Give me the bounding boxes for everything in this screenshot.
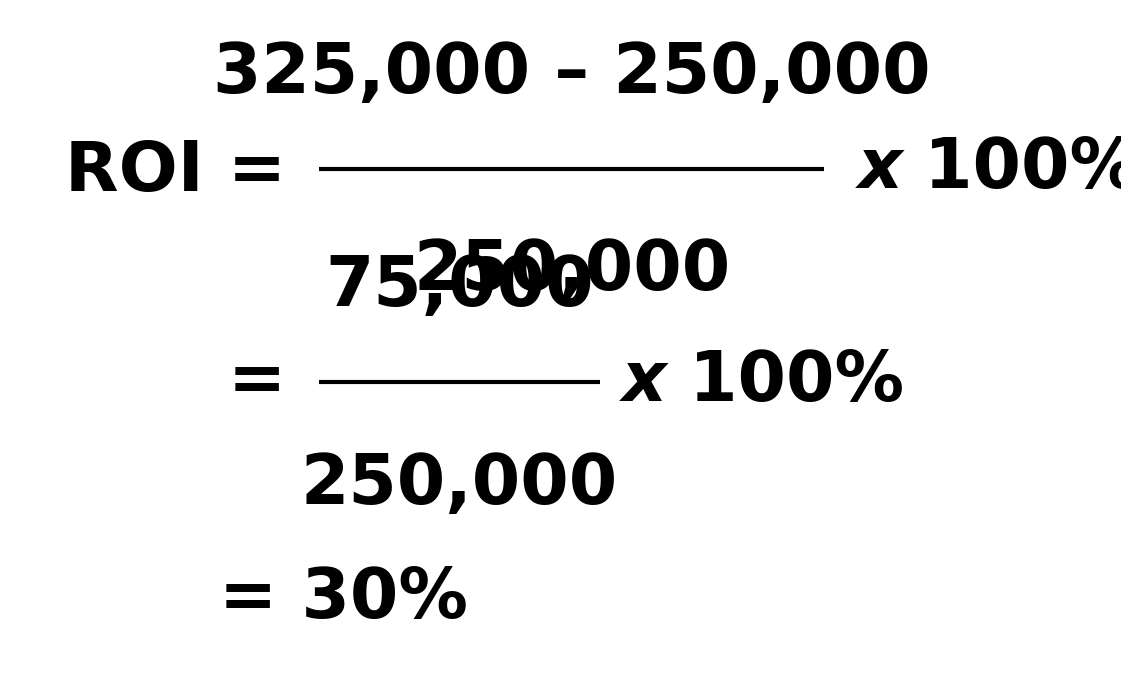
Text: ROI =: ROI =	[65, 138, 286, 206]
Text: = 30%: = 30%	[219, 565, 467, 632]
Text: 100%: 100%	[665, 348, 904, 416]
Text: 100%: 100%	[900, 135, 1121, 202]
Text: x: x	[622, 348, 667, 416]
Text: x: x	[858, 135, 902, 202]
Text: 75,000: 75,000	[325, 253, 594, 320]
Text: 250,000: 250,000	[413, 237, 731, 304]
Text: 250,000: 250,000	[300, 451, 619, 517]
Text: 325,000 – 250,000: 325,000 – 250,000	[213, 40, 930, 107]
Text: =: =	[228, 348, 286, 416]
